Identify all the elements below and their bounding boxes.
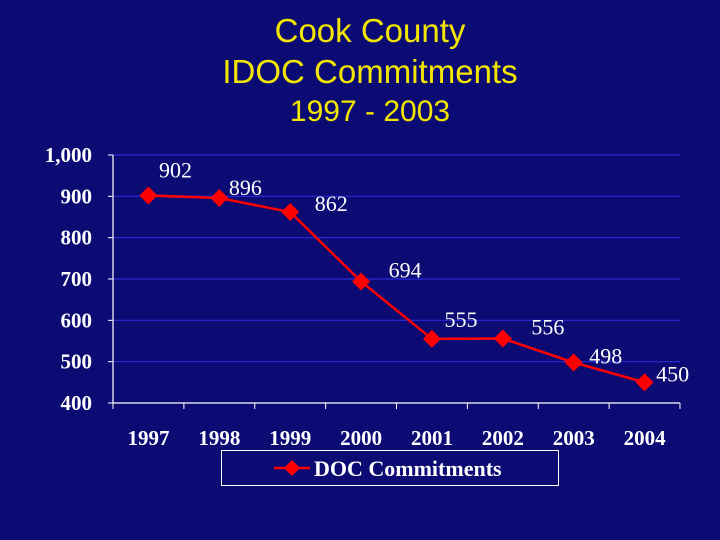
data-label: 450	[656, 361, 689, 386]
x-tick-label: 2004	[624, 426, 667, 450]
data-point-marker	[281, 203, 300, 222]
title-line-2: IDOC Commitments	[222, 53, 518, 90]
y-tick-label: 400	[61, 391, 93, 415]
y-tick-label: 700	[61, 267, 93, 291]
chart-title: Cook County IDOC Commitments 1997 - 2003	[0, 10, 720, 132]
data-label: 862	[315, 191, 348, 216]
x-tick-label: 2003	[553, 426, 595, 450]
y-tick-label: 500	[61, 350, 93, 374]
data-label: 896	[229, 175, 262, 200]
legend-swatch-icon	[274, 460, 310, 476]
y-tick-labels: 400 500 600 700 800 900 1,000	[45, 143, 92, 415]
data-point-marker	[635, 373, 654, 392]
x-tick-label: 2000	[340, 426, 382, 450]
data-label: 555	[444, 307, 477, 332]
data-point-marker	[493, 329, 512, 348]
y-tick-label: 800	[61, 226, 93, 250]
x-tick-label: 1998	[198, 426, 240, 450]
data-point-marker	[210, 188, 229, 207]
data-labels: 902 896 862 694 555 556 498 450	[159, 158, 689, 387]
data-label: 498	[589, 343, 622, 368]
y-tick-label: 600	[61, 308, 93, 332]
x-tick-label: 1999	[269, 426, 311, 450]
y-tick-label: 900	[61, 184, 93, 208]
title-line-3: 1997 - 2003	[289, 95, 451, 128]
series-line	[148, 194, 645, 384]
data-label: 556	[531, 315, 564, 340]
data-point-marker	[139, 186, 158, 205]
legend: DOC Commitments	[221, 450, 559, 486]
series-doc-commitments	[139, 186, 654, 392]
data-point-marker	[564, 353, 583, 372]
data-point-marker	[422, 329, 441, 348]
title-line-1: Cook County	[274, 12, 466, 49]
x-tick-label: 1997	[127, 426, 169, 450]
axes	[108, 154, 681, 409]
x-tick-label: 2002	[482, 426, 524, 450]
data-label: 902	[159, 158, 192, 183]
data-label: 694	[389, 257, 422, 282]
x-tick-labels: 1997 1998 1999 2000 2001 2002 2003 2004	[127, 426, 666, 450]
y-tick-label: 1,000	[45, 143, 92, 167]
legend-label: DOC Commitments	[314, 456, 502, 481]
data-point-marker	[352, 272, 371, 291]
x-tick-label: 2001	[411, 426, 453, 450]
